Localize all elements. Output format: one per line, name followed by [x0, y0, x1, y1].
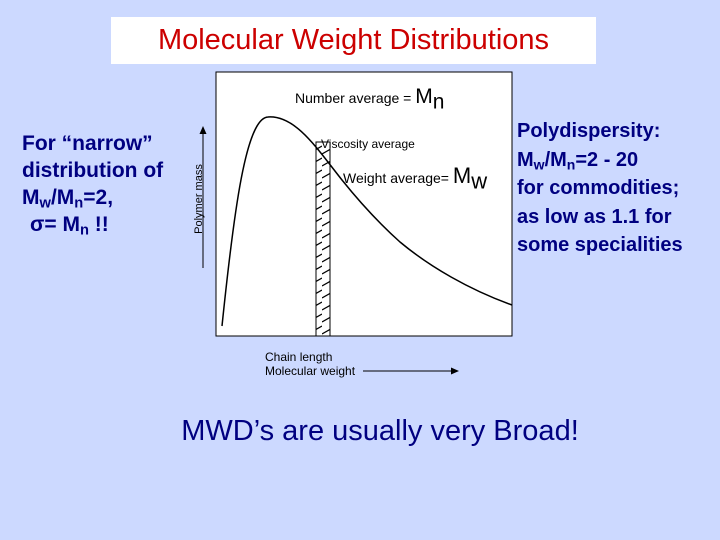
x-arrowhead — [451, 367, 459, 375]
narrow-distribution-note: For “narrow” distribution of Mw/Mn=2, σ=… — [22, 130, 192, 238]
polydispersity-note: Polydispersity: Mw/Mn=2 - 20 for commodi… — [517, 117, 720, 260]
note-line: for commodities; — [517, 177, 680, 199]
note-line: distribution of — [22, 159, 164, 182]
number-average-label: Number average = Mn — [295, 85, 445, 114]
y-axis-label: Polymer mass — [193, 164, 205, 234]
note-line: Mw/Mn=2, — [22, 186, 114, 212]
plot-frame — [215, 71, 513, 337]
note-line: Mw/Mn=2 - 20 — [517, 148, 639, 172]
title-box: Molecular Weight Distributions — [111, 17, 596, 64]
note-line: as low as 1.1 for — [517, 205, 672, 228]
note-line: Polydispersity: — [517, 120, 661, 142]
slide-title: Molecular Weight Distributions — [157, 24, 550, 56]
note-line: σ= Mn !! — [30, 213, 109, 239]
x-axis-label: Chain length Molecular weight — [265, 350, 356, 378]
weight-average-bar — [315, 141, 331, 337]
viscosity-average-label: Viscosity average — [321, 137, 415, 151]
note-line: For “narrow” — [22, 132, 153, 155]
y-arrowhead — [199, 126, 207, 134]
note-line: some specialities — [517, 234, 683, 256]
footer-statement: MWD’s are usually very Broad! — [181, 415, 579, 447]
distribution-curve — [221, 116, 513, 327]
weight-average-label: Weight average= Mw — [343, 163, 488, 194]
